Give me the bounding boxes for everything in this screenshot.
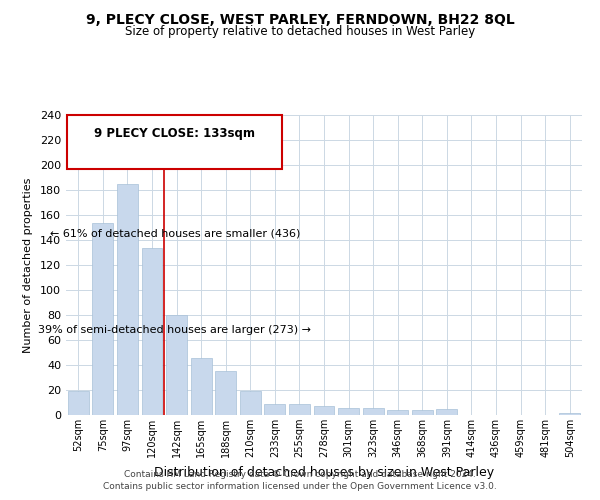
Bar xyxy=(314,406,334,415)
Text: ← 61% of detached houses are smaller (436): ← 61% of detached houses are smaller (43… xyxy=(50,229,300,239)
Text: 9, PLECY CLOSE, WEST PARLEY, FERNDOWN, BH22 8QL: 9, PLECY CLOSE, WEST PARLEY, FERNDOWN, B… xyxy=(86,12,514,26)
Text: 39% of semi-detached houses are larger (273) →: 39% of semi-detached houses are larger (… xyxy=(38,325,311,335)
Bar xyxy=(387,410,408,415)
Text: Contains HM Land Registry data © Crown copyright and database right 2024.: Contains HM Land Registry data © Crown c… xyxy=(124,470,476,479)
Bar xyxy=(265,404,286,415)
X-axis label: Distribution of detached houses by size in West Parley: Distribution of detached houses by size … xyxy=(154,466,494,478)
Bar xyxy=(166,315,187,415)
Bar xyxy=(117,184,138,415)
Bar xyxy=(559,412,580,415)
Text: Contains public sector information licensed under the Open Government Licence v3: Contains public sector information licen… xyxy=(103,482,497,491)
Bar xyxy=(191,358,212,415)
Bar xyxy=(289,404,310,415)
Bar xyxy=(215,371,236,415)
Text: Size of property relative to detached houses in West Parley: Size of property relative to detached ho… xyxy=(125,25,475,38)
Bar xyxy=(92,222,113,415)
Bar xyxy=(436,409,457,415)
FancyBboxPatch shape xyxy=(67,115,282,169)
Bar xyxy=(240,391,261,415)
Bar xyxy=(142,248,163,415)
Bar xyxy=(362,408,383,415)
Bar xyxy=(338,408,359,415)
Y-axis label: Number of detached properties: Number of detached properties xyxy=(23,178,33,352)
Bar xyxy=(68,391,89,415)
Text: 9 PLECY CLOSE: 133sqm: 9 PLECY CLOSE: 133sqm xyxy=(94,127,255,140)
Bar xyxy=(412,410,433,415)
